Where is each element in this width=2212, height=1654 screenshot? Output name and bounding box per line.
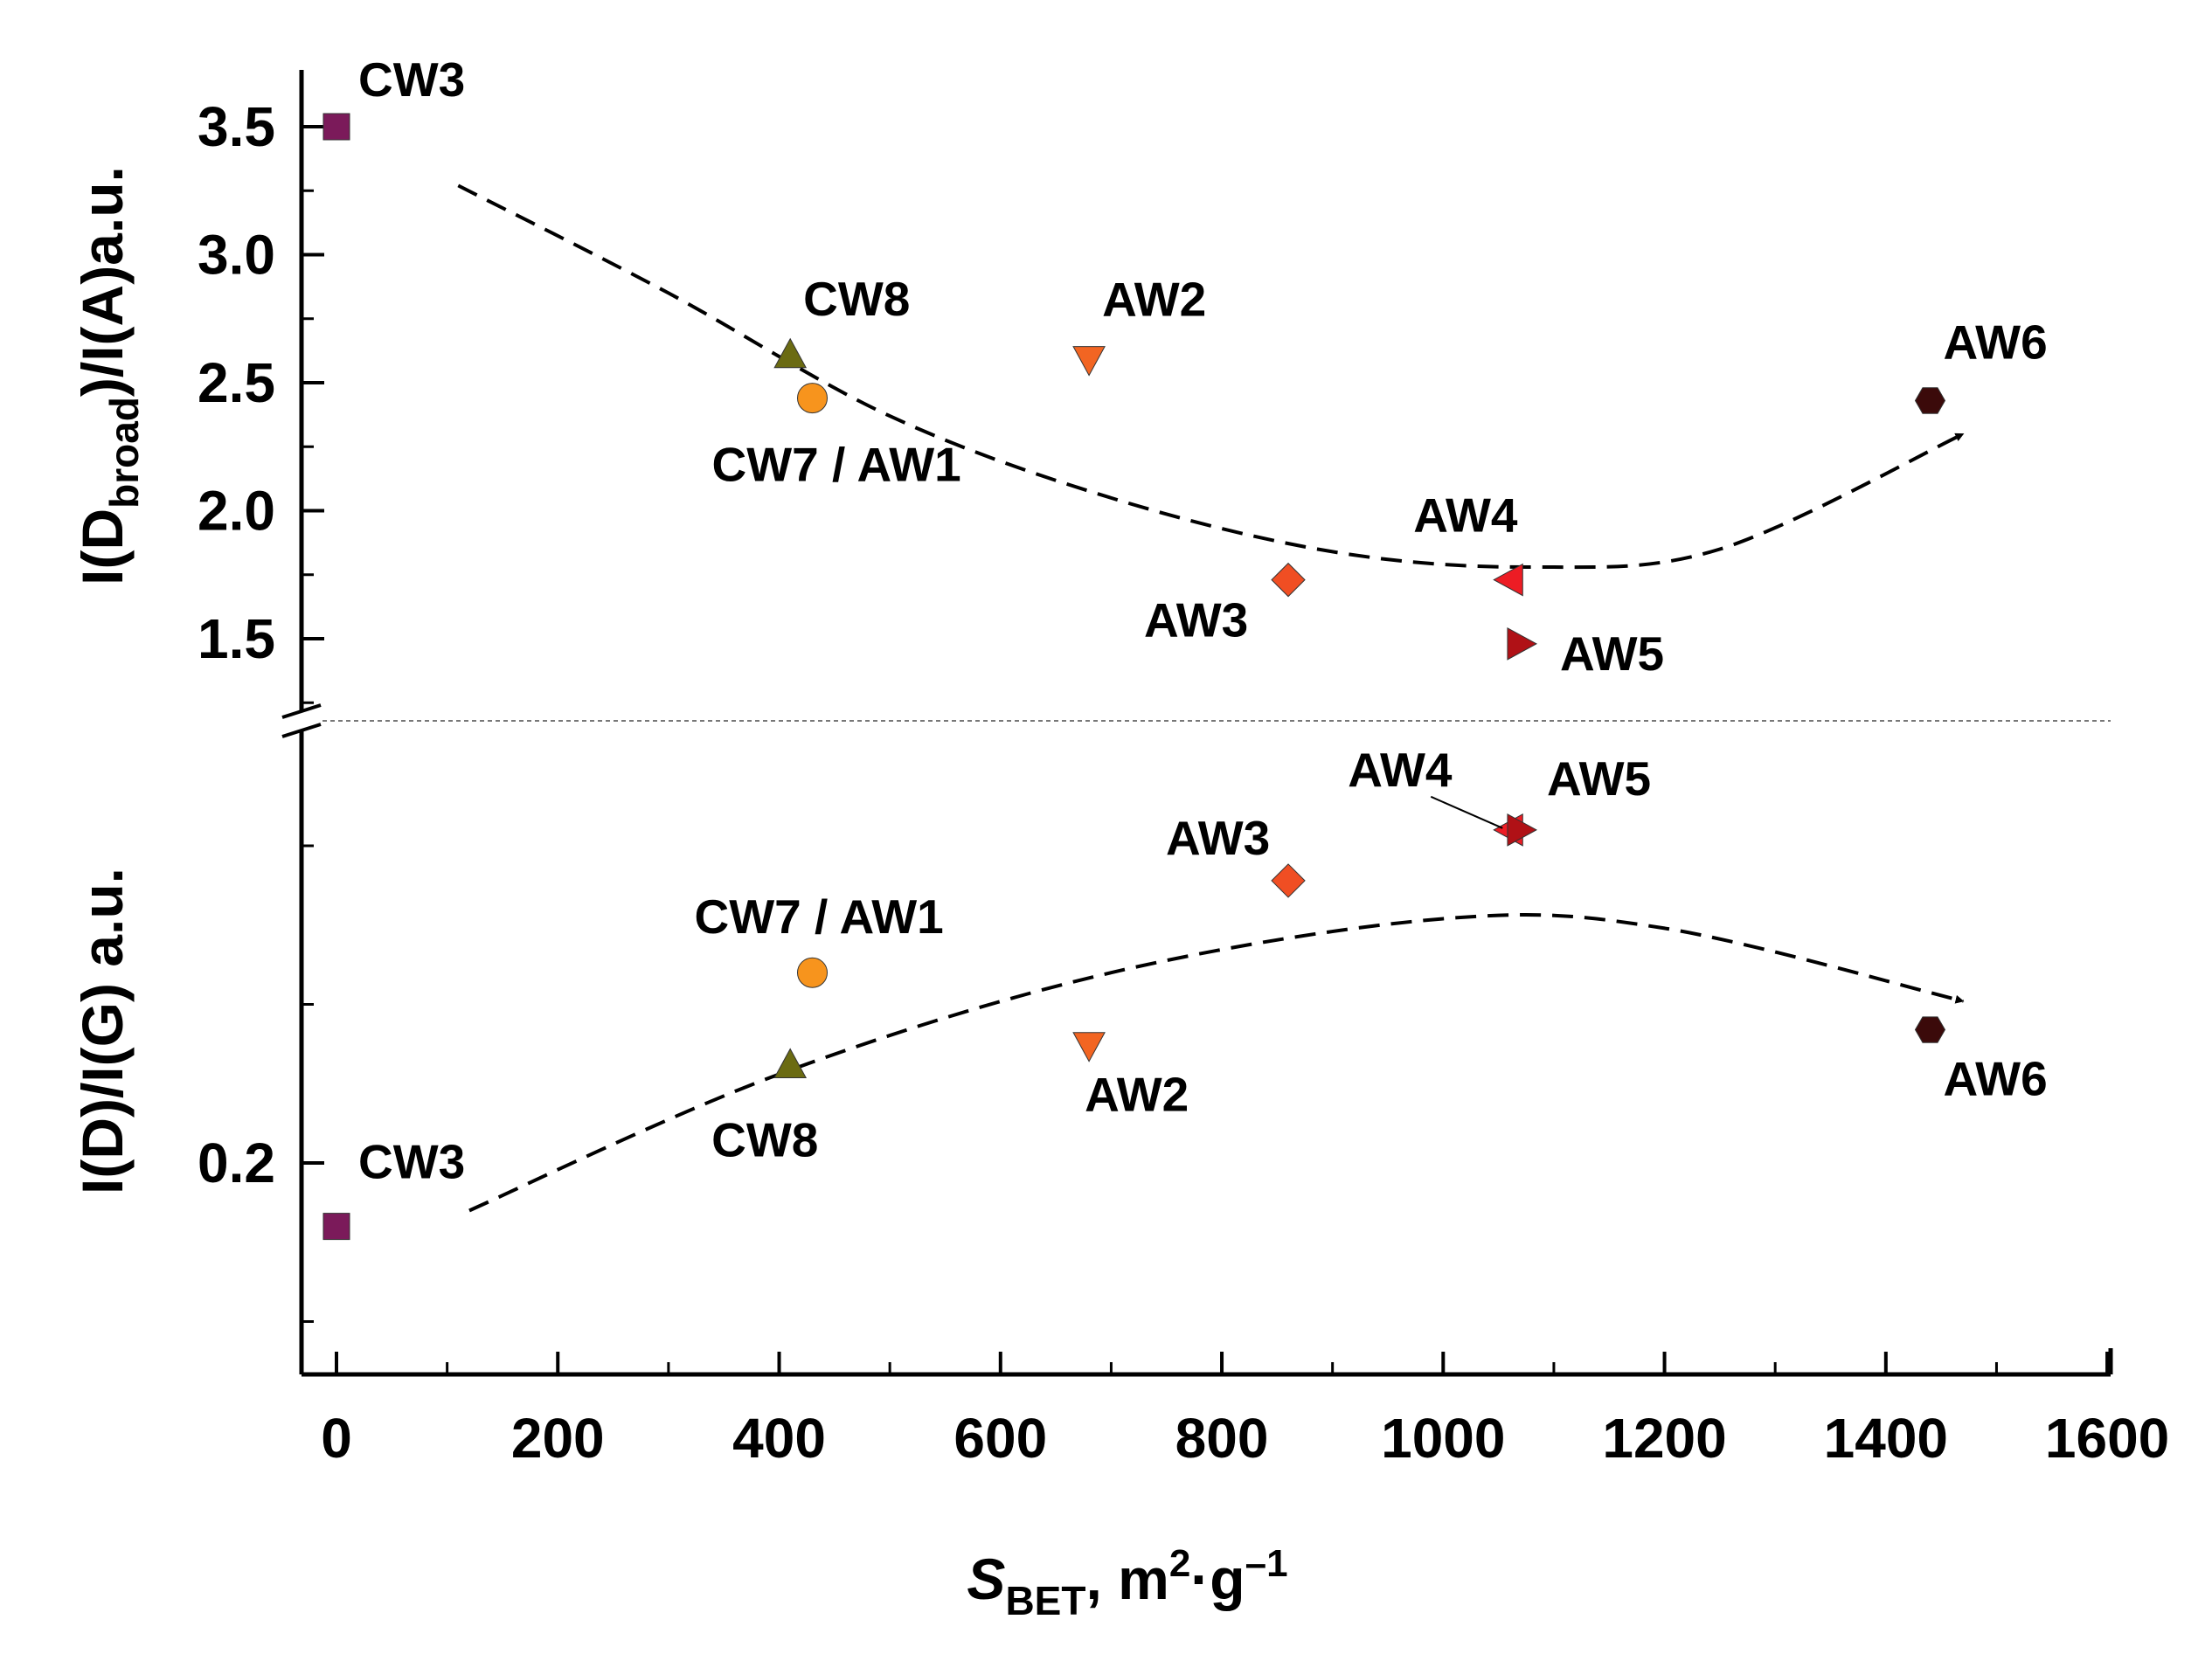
point-labels: CW3 CW8 CW7 / AW1 AW2 AW3 AW4 AW5 AW6 CW3 CW8 CW7 … [358, 52, 2048, 1189]
upper-label-cw3: CW3 [358, 52, 465, 107]
lower-label-aw6: AW6 [1943, 1052, 2047, 1106]
lower-marker-aw5 [1507, 813, 1537, 847]
x-tick-label: 1200 [1602, 1407, 1726, 1470]
lower-label-cw8: CW8 [711, 1112, 818, 1166]
x-axis-ticks: 0 200 400 600 800 1000 1200 1400 1600 [321, 1352, 2169, 1470]
axes-frame [281, 70, 2113, 1377]
y-axis-ticks: 1.5 2.0 2.5 3.0 3.5 0.2 [198, 95, 324, 1323]
upper-label-aw6: AW6 [1943, 315, 2047, 370]
upper-marker-cw7-aw1 [797, 383, 829, 414]
y-tick-label: 2.5 [198, 351, 275, 414]
lower-marker-aw6 [1914, 1016, 1946, 1043]
lower-trend-line [468, 913, 1965, 1213]
upper-label-aw2: AW2 [1102, 273, 1206, 327]
axis-break-mark [281, 703, 322, 719]
upper-marker-cw8 [773, 337, 808, 369]
lower-label-cw3: CW3 [358, 1135, 465, 1189]
y-tick-label: 1.5 [198, 607, 275, 670]
x-tick-label: 1600 [2045, 1407, 2169, 1470]
upper-marker-aw4 [1493, 563, 1523, 597]
upper-marker-aw3 [1271, 562, 1306, 598]
upper-label-aw5: AW5 [1560, 626, 1664, 681]
upper-label-aw4: AW4 [1413, 488, 1518, 543]
x-tick-label: 1000 [1381, 1407, 1505, 1470]
x-tick-label: 600 [953, 1407, 1047, 1470]
data-markers [322, 113, 1946, 1241]
y-tick-label: 3.0 [198, 224, 275, 287]
lower-label-aw3: AW3 [1166, 811, 1270, 865]
aw4-leader-line [1430, 795, 1503, 829]
x-tick-label: 400 [732, 1407, 826, 1470]
x-tick-label: 200 [511, 1407, 605, 1470]
upper-y-axis-title: I(Dbroad)/I(A)a.u. [70, 166, 147, 585]
lower-marker-aw3 [1271, 863, 1306, 898]
lower-label-aw2: AW2 [1085, 1068, 1189, 1122]
lower-label-aw4: AW4 [1348, 743, 1453, 797]
upper-label-cw7-aw1: CW7 / AW1 [712, 438, 961, 492]
upper-marker-aw6 [1914, 387, 1946, 414]
x-axis-title: SBET, m2·g–1 [967, 1542, 1287, 1623]
upper-marker-aw5 [1507, 627, 1537, 661]
upper-trend-line [457, 183, 1965, 570]
upper-marker-cw3 [322, 113, 350, 141]
y-tick-label: 2.0 [198, 480, 275, 543]
lower-label-cw7-aw1: CW7 / AW1 [695, 889, 944, 944]
lower-label-aw5: AW5 [1547, 751, 1651, 806]
y-tick-label: 0.2 [198, 1132, 275, 1194]
upper-marker-aw2 [1072, 346, 1106, 377]
x-tick-label: 0 [321, 1407, 352, 1470]
lower-marker-cw3 [322, 1213, 350, 1241]
axis-break-mark [281, 723, 322, 738]
upper-label-cw8: CW8 [803, 272, 910, 326]
upper-label-aw3: AW3 [1144, 593, 1248, 647]
x-tick-label: 1400 [1824, 1407, 1948, 1470]
x-tick-label: 800 [1175, 1407, 1269, 1470]
lower-marker-cw8 [773, 1048, 808, 1078]
lower-marker-cw7-aw1 [797, 957, 829, 988]
y-tick-label: 3.5 [198, 95, 275, 158]
lower-y-axis-title: I(D)/I(G) a.u. [70, 868, 135, 1194]
lower-marker-aw2 [1072, 1032, 1106, 1062]
trend-lines [457, 183, 1965, 1213]
